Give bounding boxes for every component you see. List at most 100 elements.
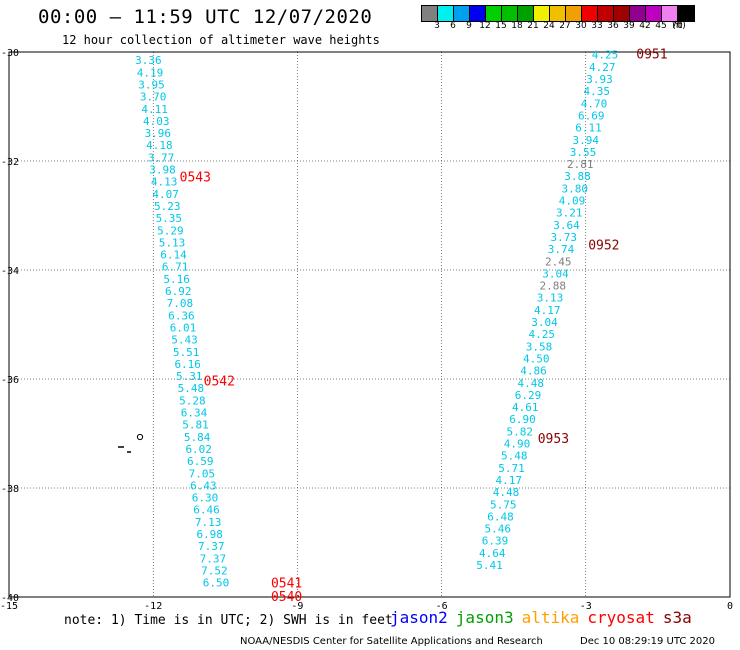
color-swatch [566, 6, 582, 21]
wave-height-value: 5.84 [184, 431, 211, 444]
wave-height-value: 4.25 [529, 328, 556, 341]
mission-label: altika [521, 608, 580, 627]
latitude-tick-label: -38 [1, 484, 19, 495]
longitude-tick-label: 0 [727, 601, 733, 612]
wave-height-value: 3.88 [564, 170, 591, 183]
wave-height-value: 4.48 [518, 377, 545, 390]
wave-height-value: 6.39 [482, 535, 509, 548]
color-scale-tick: 27 [559, 21, 571, 31]
color-scale-tick: 3 [434, 21, 440, 31]
wave-height-value: 4.86 [520, 365, 547, 378]
color-scale-tick: 24 [543, 21, 555, 31]
map-frame [8, 51, 731, 598]
wave-height-value: 7.05 [189, 467, 216, 480]
wave-height-value: 3.55 [570, 146, 597, 159]
color-swatch [486, 6, 502, 21]
wave-height-value: 5.16 [163, 273, 190, 286]
wave-height-value: 3.36 [135, 54, 162, 67]
pass-time-label: 0951 [636, 48, 667, 63]
wave-height-value: 6.02 [185, 443, 212, 456]
wave-height-value: 3.77 [148, 151, 175, 164]
wave-height-value: 6.50 [203, 577, 230, 590]
map-subtitle: 12 hour collection of altimeter wave hei… [62, 33, 380, 47]
wave-height-value: 4.48 [493, 486, 520, 499]
latitude-tick-label: -34 [1, 266, 19, 277]
color-swatch [582, 6, 598, 21]
wave-height-value: 5.23 [154, 200, 181, 213]
wave-height-value: 6.30 [192, 492, 219, 505]
wave-height-value: 6.34 [181, 407, 208, 420]
wave-height-value: 4.50 [523, 352, 550, 365]
wave-height-value: 4.03 [143, 115, 170, 128]
longitude-tick-label: -3 [580, 601, 592, 612]
wave-height-value: 3.70 [140, 91, 167, 104]
wave-height-value: 4.25 [592, 49, 619, 62]
color-swatch [534, 6, 550, 21]
wave-height-value: 4.27 [589, 61, 616, 74]
color-swatch [502, 6, 518, 21]
wave-height-value: 5.35 [156, 212, 183, 225]
wave-height-value: 6.92 [165, 285, 192, 298]
wave-height-color-scale [421, 5, 695, 22]
wave-height-value: 7.37 [200, 552, 227, 565]
color-swatch [518, 6, 534, 21]
wave-height-value: 4.11 [141, 103, 168, 116]
wave-height-value: 6.59 [187, 455, 214, 468]
pass-time-label: 0953 [538, 432, 569, 447]
wave-height-value: 5.43 [171, 334, 198, 347]
wave-height-value: 5.48 [178, 382, 205, 395]
color-scale-labels: 3 6 9 12 15 18 21 24 27 30 33 36 39 42 45 70 (ft) [421, 21, 740, 35]
longitude-tick-label: -9 [291, 601, 303, 612]
color-scale-tick: 33 [591, 21, 603, 31]
wave-height-value: 7.08 [167, 297, 194, 310]
pass-time-label: 0541 [271, 576, 302, 591]
color-scale-tick: 15 [495, 21, 507, 31]
wave-height-value: 6.46 [193, 504, 220, 517]
wave-height-value: 4.17 [496, 474, 523, 487]
wave-height-value: 4.18 [146, 139, 173, 152]
longitude-tick-label: -6 [436, 601, 448, 612]
latitude-tick-label: -32 [1, 157, 19, 168]
plot-border [8, 51, 731, 598]
color-swatch [598, 6, 614, 21]
generation-timestamp: Dec 10 08:29:19 UTC 2020 [580, 636, 715, 647]
color-swatch [662, 6, 678, 21]
wave-height-value: 3.98 [149, 164, 176, 177]
footer-note: note: 1) Time is in UTC; 2) SWH is in fe… [64, 613, 393, 628]
wave-height-value: 3.94 [573, 134, 600, 147]
credit-text: NOAA/NESDIS Center for Satellite Applica… [240, 636, 543, 647]
wave-height-value: 6.14 [160, 249, 187, 262]
wave-height-value: 4.07 [152, 188, 179, 201]
wave-height-value: 5.51 [173, 346, 200, 359]
color-swatch [422, 6, 438, 21]
color-scale-tick: 36 [607, 21, 619, 31]
wave-height-value: 4.13 [151, 176, 178, 189]
wave-height-value: 6.43 [190, 479, 217, 492]
pass-time-label: 0540 [271, 590, 302, 605]
color-swatch [630, 6, 646, 21]
wave-height-value: 2.88 [540, 280, 567, 293]
wave-height-value: 3.73 [551, 231, 578, 244]
color-swatch [550, 6, 566, 21]
wave-height-value: 6.48 [487, 510, 514, 523]
wave-height-value: 6.36 [168, 309, 195, 322]
wave-height-value: 7.13 [195, 516, 222, 529]
wave-height-value: 5.71 [498, 462, 525, 475]
wave-height-value: 3.04 [531, 316, 558, 329]
wave-height-value: 3.74 [548, 243, 575, 256]
wave-height-value: 5.82 [507, 425, 534, 438]
wave-height-value: 3.21 [556, 207, 583, 220]
color-scale-tick: 12 [479, 21, 491, 31]
wave-height-value: 4.90 [504, 438, 531, 451]
wave-height-value: 5.31 [176, 370, 203, 383]
wave-height-value: 3.64 [553, 219, 580, 232]
wave-height-value: 3.58 [526, 340, 553, 353]
color-scale-tick: 42 [639, 21, 651, 31]
wave-height-value: 6.71 [162, 261, 189, 274]
wave-height-value: 6.16 [174, 358, 201, 371]
mission-label: s3a [662, 608, 692, 627]
mission-label: cryosat [587, 608, 655, 627]
wave-height-value: 5.46 [485, 523, 512, 536]
